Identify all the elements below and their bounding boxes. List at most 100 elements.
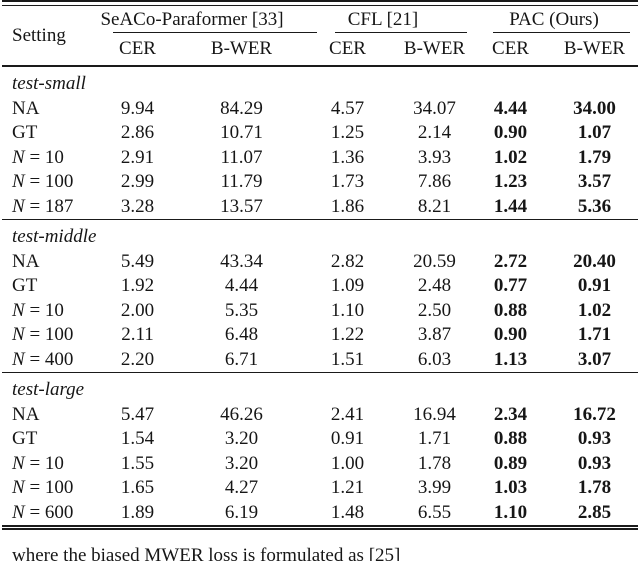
value-cell: 20.59 [413,250,456,272]
value-cell: 1.51 [330,348,365,370]
value-cell: 1.21 [330,477,365,499]
value-cell: 2.34 [493,403,528,425]
setting-cell: GT [12,428,38,450]
value-cell: 3.20 [224,428,259,450]
value-cell: 1.44 [493,195,528,217]
value-cell: 2.72 [493,250,528,272]
table-row: NA 9.94 84.29 4.57 34.07 4.44 34.00 [2,97,638,122]
table-row: GT 1.54 3.20 0.91 1.71 0.88 0.93 [2,427,638,452]
value-cell: 9.94 [120,97,155,119]
value-cell: 6.71 [224,348,259,370]
cmidrule [493,31,630,33]
section-divider-rule [2,219,638,220]
setting-cell: N = 600 [12,501,74,523]
value-cell: 5.35 [224,299,259,321]
math-variable-n: N [12,299,25,321]
value-cell: 3.07 [577,348,612,370]
value-cell: 5.36 [577,195,612,217]
value-cell: 1.23 [493,171,528,193]
subheader-bwer: B-WER [403,38,466,59]
value-cell: 1.92 [120,275,155,297]
value-cell: 0.90 [493,122,528,144]
table-header: Setting SeACo-Paraformer [33] CFL [21] P… [2,6,638,65]
subheader-cer: CER [492,38,529,59]
math-variable-n: N [12,348,25,370]
math-variable-n: N [12,146,25,168]
section-label: test-small [12,73,86,95]
value-cell: 5.49 [120,250,155,272]
value-cell: 1.71 [577,324,612,346]
value-cell: 6.19 [224,501,259,523]
value-cell: 20.40 [573,250,616,272]
value-cell: 2.48 [417,275,452,297]
setting-cell: N = 10 [12,452,64,474]
value-cell: 0.88 [493,428,528,450]
section-label: test-middle [12,226,97,248]
value-cell: 1.10 [330,299,365,321]
setting-cell: N = 10 [12,299,64,321]
value-cell: 1.86 [330,195,365,217]
math-variable-n: N [12,477,25,499]
value-cell: 0.91 [330,428,365,450]
results-table: Setting SeACo-Paraformer [33] CFL [21] P… [2,0,638,530]
math-variable-n: N [12,501,25,523]
value-cell: 0.93 [577,428,612,450]
value-cell: 34.00 [573,97,616,119]
value-cell: 46.26 [220,403,263,425]
value-cell: 1.71 [417,428,452,450]
value-cell: 4.57 [330,97,365,119]
value-cell: 3.57 [577,171,612,193]
column-group-label: PAC (Ours) [509,8,599,30]
value-cell: 1.03 [493,477,528,499]
table-row: N = 100 1.65 4.27 1.21 3.99 1.03 1.78 [2,476,638,501]
value-cell: 3.20 [224,452,259,474]
value-cell: 10.71 [220,122,263,144]
value-cell: 7.86 [417,171,452,193]
table-row: N = 400 2.20 6.71 1.51 6.03 1.13 3.07 [2,348,638,373]
value-cell: 0.77 [493,275,528,297]
value-cell: 2.14 [417,122,452,144]
value-cell: 1.89 [120,501,155,523]
value-cell: 2.99 [120,171,155,193]
value-cell: 2.50 [417,299,452,321]
table-top-rule [2,0,638,6]
value-cell: 1.48 [330,501,365,523]
table-section: test-small NA 9.94 84.29 4.57 34.07 4.44 34.00 G… [2,67,638,219]
value-cell: 1.02 [493,146,528,168]
value-cell: 11.07 [220,146,263,168]
value-cell: 0.88 [493,299,528,321]
value-cell: 0.89 [493,452,528,474]
table-row: N = 600 1.89 6.19 1.48 6.55 1.10 2.85 [2,501,638,526]
value-cell: 3.28 [120,195,155,217]
setting-cell: N = 187 [12,195,74,217]
value-cell: 2.11 [121,324,154,346]
value-cell: 1.09 [330,275,365,297]
value-cell: 11.79 [220,171,263,193]
subheader-bwer: B-WER [563,38,626,59]
value-cell: 3.87 [417,324,452,346]
value-cell: 43.34 [220,250,263,272]
setting-cell: N = 10 [12,146,64,168]
value-cell: 1.55 [120,452,155,474]
math-variable-n: N [12,452,25,474]
value-cell: 2.86 [120,122,155,144]
value-cell: 6.55 [417,501,452,523]
section-divider-rule [2,372,638,373]
subheader-cer: CER [119,38,156,59]
table-row: N = 10 2.91 11.07 1.36 3.93 1.02 1.79 [2,146,638,171]
math-variable-n: N [12,195,25,217]
table-row: GT 1.92 4.44 1.09 2.48 0.77 0.91 [2,274,638,299]
value-cell: 2.85 [577,501,612,523]
value-cell: 4.44 [224,275,259,297]
setting-cell: NA [12,250,40,272]
setting-cell: N = 400 [12,348,74,370]
value-cell: 1.02 [577,299,612,321]
value-cell: 1.13 [493,348,528,370]
value-cell: 2.20 [120,348,155,370]
setting-cell: N = 100 [12,477,74,499]
value-cell: 3.93 [417,146,452,168]
table-row: N = 100 2.99 11.79 1.73 7.86 1.23 3.57 [2,170,638,195]
setting-cell: N = 100 [12,324,74,346]
cmidrule [335,31,467,33]
